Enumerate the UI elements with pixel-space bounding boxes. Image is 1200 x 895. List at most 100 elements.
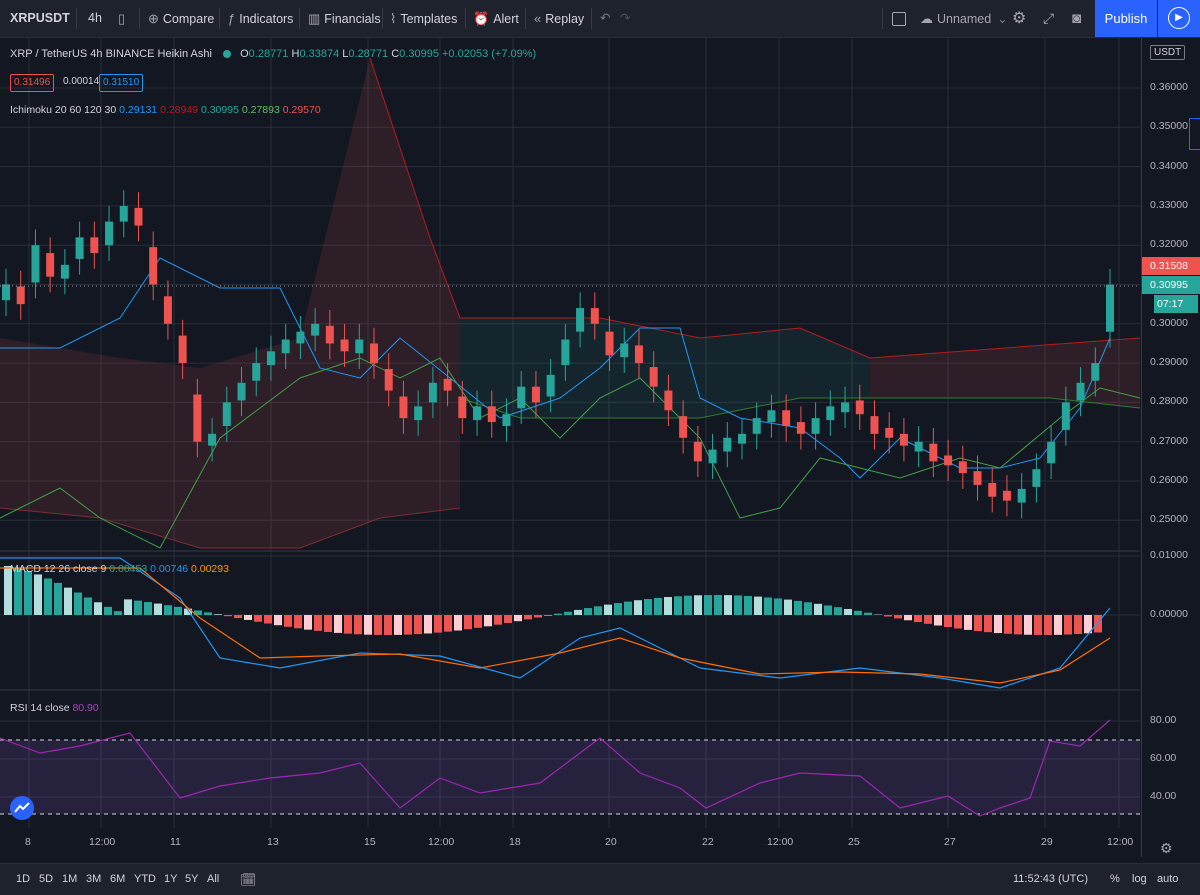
bid-price-box[interactable]: 0.31496 bbox=[10, 74, 54, 92]
rsi-legend[interactable]: RSI 14 close 80.90 bbox=[10, 702, 99, 714]
macd-histogram-bar bbox=[634, 600, 642, 615]
ichimoku-label: Ichimoku 20 60 120 30 bbox=[10, 104, 116, 116]
price-axis-label: 0.26000 bbox=[1142, 474, 1200, 486]
publish-button[interactable]: Publish bbox=[1095, 0, 1157, 37]
range-button-1y[interactable]: 1Y bbox=[164, 864, 177, 895]
candle bbox=[723, 422, 731, 467]
macd-histogram-bar bbox=[24, 571, 32, 615]
macd-histogram-bar bbox=[34, 574, 42, 615]
price-axis-label: 0.25000 bbox=[1142, 513, 1200, 525]
change-value: +0.02053 (+7.09%) bbox=[442, 48, 536, 60]
auto-toggle[interactable]: auto bbox=[1157, 864, 1178, 895]
gear-icon[interactable]: ⚙ bbox=[1160, 840, 1173, 857]
range-button-3m[interactable]: 3M bbox=[86, 864, 101, 895]
range-button-6m[interactable]: 6M bbox=[110, 864, 125, 895]
bar-countdown: 07:17 bbox=[1154, 295, 1198, 313]
range-button-all[interactable]: All bbox=[207, 864, 219, 895]
alert-button[interactable]: ⏰Alert bbox=[473, 0, 519, 37]
financials-button[interactable]: ▥Financials bbox=[308, 0, 381, 37]
range-button-1d[interactable]: 1D bbox=[16, 864, 30, 895]
macd-histogram-bar bbox=[1054, 615, 1062, 635]
symbol-search-button[interactable]: XRPUSDT bbox=[10, 0, 70, 37]
time-axis-label: 29 bbox=[1041, 836, 1053, 848]
macd-histogram-bar bbox=[484, 615, 492, 626]
candle bbox=[988, 467, 996, 512]
price-axis-label: 0.29000 bbox=[1142, 356, 1200, 368]
log-toggle[interactable]: log bbox=[1132, 864, 1147, 895]
macd-pane bbox=[0, 558, 1110, 688]
calendar-icon[interactable]: 🗓 bbox=[240, 864, 257, 895]
cloud-icon: ☁ bbox=[920, 0, 933, 37]
redo-icon[interactable]: ↷ bbox=[620, 0, 630, 37]
tradingview-logo-icon[interactable] bbox=[10, 796, 34, 820]
range-button-ytd[interactable]: YTD bbox=[134, 864, 156, 895]
macd-histogram-bar bbox=[804, 602, 812, 615]
macd-histogram-bar bbox=[114, 611, 122, 615]
macd-histogram-bar bbox=[524, 615, 532, 619]
macd-histogram-bar bbox=[664, 597, 672, 615]
indicators-label: Indicators bbox=[239, 12, 293, 26]
candle bbox=[944, 440, 952, 481]
range-button-5y[interactable]: 5Y bbox=[185, 864, 198, 895]
macd-histogram-bar bbox=[474, 615, 482, 628]
macd-line-value: 0.00746 bbox=[150, 563, 188, 575]
macd-histogram-bar bbox=[544, 615, 552, 616]
macd-histogram-bar bbox=[614, 603, 622, 615]
macd-histogram-bar bbox=[574, 610, 582, 615]
layout-name-button[interactable]: ☁Unnamed⌄ bbox=[920, 0, 1008, 37]
macd-histogram-bar bbox=[314, 615, 322, 631]
undo-icon[interactable]: ↶ bbox=[600, 0, 610, 37]
interval-button[interactable]: 4h bbox=[88, 0, 102, 37]
time-axis-label: 27 bbox=[944, 836, 956, 848]
macd-histogram-bar bbox=[894, 615, 902, 618]
close-value: 0.30995 bbox=[399, 48, 439, 60]
macd-label: MACD 12 26 close 9 bbox=[10, 563, 106, 575]
macd-legend[interactable]: MACD 12 26 close 9 0.00453 0.00746 0.002… bbox=[10, 563, 229, 575]
percent-toggle[interactable]: % bbox=[1110, 864, 1120, 895]
currency-label[interactable]: USDT bbox=[1150, 45, 1185, 60]
rsi-axis-label: 80.00 bbox=[1142, 714, 1200, 726]
templates-button[interactable]: ⌇Templates bbox=[390, 0, 457, 37]
utc-clock[interactable]: 11:52:43 (UTC) bbox=[1013, 864, 1088, 895]
ichimoku-span-b-value: 0.29570 bbox=[283, 104, 321, 116]
ichimoku-legend[interactable]: Ichimoku 20 60 120 30 0.29131 0.28949 0.… bbox=[10, 104, 321, 116]
macd-histogram-bar bbox=[1024, 615, 1032, 635]
macd-histogram-bar bbox=[824, 605, 832, 615]
candle-style-icon[interactable]: ▯ bbox=[118, 0, 129, 37]
macd-histogram-bar bbox=[814, 604, 822, 615]
ichimoku-lagging-value: 0.30995 bbox=[201, 104, 239, 116]
macd-histogram-bar bbox=[534, 615, 542, 617]
rsi-label: RSI 14 close bbox=[10, 702, 70, 714]
camera-icon[interactable]: ◙ bbox=[1072, 0, 1081, 37]
macd-histogram-bar bbox=[204, 612, 212, 615]
candle bbox=[134, 192, 142, 241]
macd-histogram-bar bbox=[414, 615, 422, 634]
chart-canvas[interactable] bbox=[0, 38, 1140, 857]
price-axis-label: 0.30000 bbox=[1142, 317, 1200, 329]
time-axis-label: 20 bbox=[605, 836, 617, 848]
play-button[interactable]: ▶ bbox=[1158, 0, 1200, 37]
macd-histogram-bar bbox=[734, 595, 742, 615]
range-button-5d[interactable]: 5D bbox=[39, 864, 53, 895]
range-button-1m[interactable]: 1M bbox=[62, 864, 77, 895]
macd-histogram-bar bbox=[1034, 615, 1042, 635]
gear-icon[interactable]: ⚙ bbox=[1012, 0, 1026, 37]
ask-price-box[interactable]: 0.31510 bbox=[99, 74, 143, 92]
time-axis-label: 12:00 bbox=[428, 836, 454, 848]
candle bbox=[885, 412, 893, 453]
macd-histogram-bar bbox=[354, 615, 362, 634]
scroll-handle[interactable] bbox=[1189, 118, 1200, 150]
macd-histogram-bar bbox=[654, 598, 662, 615]
replay-button[interactable]: «Replay bbox=[534, 0, 584, 37]
macd-histogram-bar bbox=[904, 615, 912, 620]
macd-histogram-bar bbox=[494, 615, 502, 625]
expand-icon[interactable]: ⤢ bbox=[1043, 0, 1054, 37]
alert-label: Alert bbox=[493, 12, 519, 26]
compare-button[interactable]: ⊕Compare bbox=[148, 0, 214, 37]
fullscreen-toggle-icon[interactable] bbox=[892, 0, 906, 37]
macd-histogram-bar bbox=[644, 599, 652, 615]
